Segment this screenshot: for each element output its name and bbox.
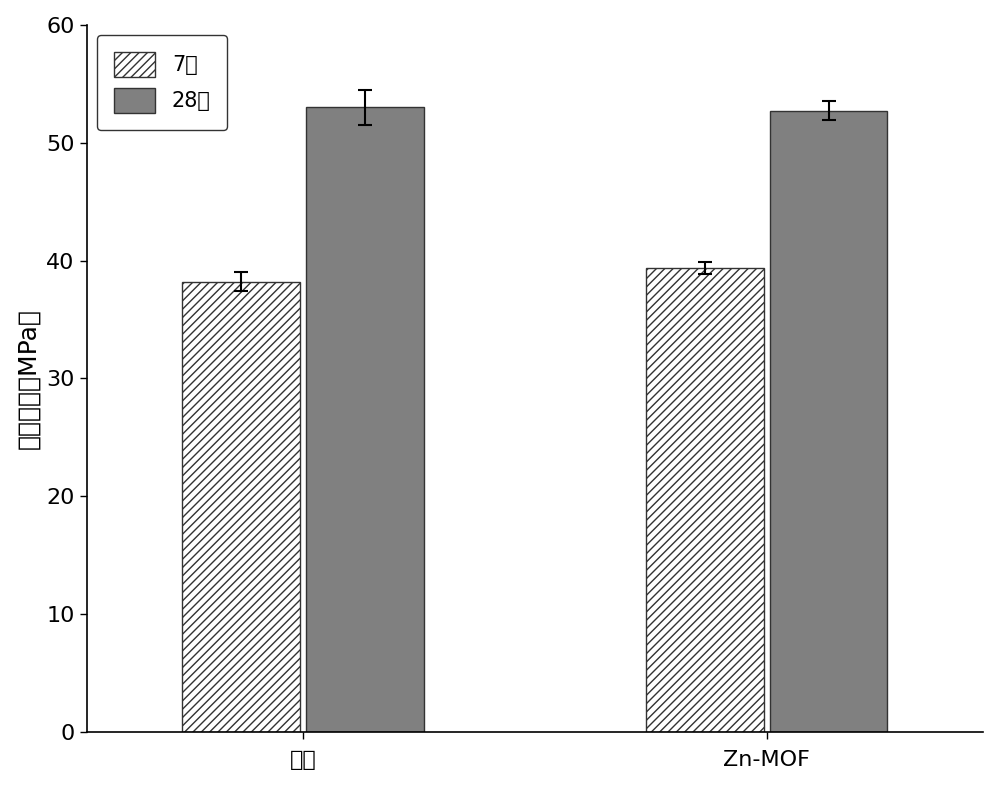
Bar — [306, 107, 424, 732]
Legend: 7天, 28天: 7天, 28天 — [97, 35, 227, 130]
Bar — [182, 282, 300, 732]
Y-axis label: 抗压强度（MPa）: 抗压强度（MPa） — [17, 308, 41, 449]
Bar — [770, 111, 887, 732]
Bar — [646, 268, 764, 732]
